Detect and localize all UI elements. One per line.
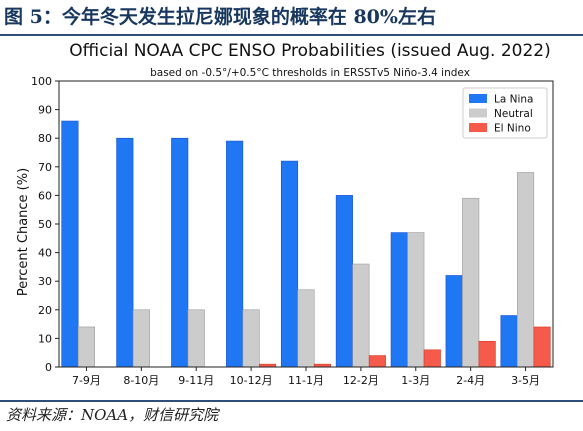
y-tick-label: 90	[38, 104, 52, 117]
bar-la-nina-5	[280, 160, 299, 368]
y-tick-label: 70	[38, 161, 52, 174]
bar-la-nina-4	[226, 140, 244, 368]
x-tick-label: 9-11月	[178, 374, 214, 387]
bar-la-nina-7	[390, 232, 408, 368]
y-tick-label: 0	[45, 361, 52, 374]
legend-label: Neutral	[494, 108, 533, 120]
y-tick-label: 60	[38, 189, 52, 202]
y-tick-label: 20	[38, 304, 52, 317]
bar-neutral-9	[517, 172, 535, 368]
x-tick-label: 1-3月	[401, 374, 430, 387]
bar-la-nina-3	[171, 137, 189, 368]
bar-neutral-8	[462, 197, 480, 368]
legend-swatch	[469, 123, 487, 132]
bottom-rule	[0, 400, 583, 402]
figure-title: 图 5：今年冬天发生拉尼娜现象的概率在 80%左右	[4, 6, 436, 28]
top-rule	[0, 34, 583, 36]
x-tick-label: 2-4月	[456, 374, 485, 387]
chart-title: Official NOAA CPC ENSO Probabilities (is…	[69, 41, 550, 61]
chart-subtitle: based on -0.5°/+0.5°C thresholds in ERSS…	[150, 67, 470, 79]
legend-label: El Nino	[494, 123, 531, 135]
bar-neutral-2	[132, 309, 150, 368]
y-tick-label: 100	[31, 75, 52, 88]
bar-la-nina-6	[335, 195, 353, 368]
y-tick-label: 40	[38, 247, 52, 260]
bar-neutral-3	[187, 309, 205, 368]
source-note: 资料来源：NOAA，财信研究院	[6, 406, 219, 424]
bar-la-nina-9	[500, 315, 518, 368]
legend-label: La Nina	[494, 94, 533, 106]
x-tick-label: 7-9月	[72, 374, 101, 387]
bar-el-nino-8	[478, 340, 496, 368]
y-axis-label: Percent Chance (%)	[16, 168, 31, 296]
bar-la-nina-8	[445, 275, 463, 368]
y-tick-label: 50	[38, 218, 52, 231]
bar-neutral-6	[352, 263, 370, 368]
bar-neutral-1	[77, 326, 95, 368]
y-tick-label: 30	[38, 275, 52, 288]
plot-area: 0 10 20 30 40 50 60 70 80 90 100 7-9月 8-10月 9-11月 10-1…	[31, 75, 554, 387]
x-tick-label: 11-1月	[288, 374, 324, 387]
legend-swatch	[469, 108, 487, 118]
bar-la-nina-2	[116, 137, 134, 368]
bar-el-nino-7	[423, 349, 441, 368]
bar-neutral-4	[242, 309, 260, 368]
bar-el-nino-9	[533, 326, 551, 368]
bar-neutral-5	[297, 289, 315, 368]
x-tick-label: 12-2月	[343, 374, 379, 387]
legend-swatch	[469, 94, 487, 103]
x-tick-label: 8-10月	[123, 374, 159, 387]
x-tick-label: 3-5月	[511, 374, 540, 387]
x-tick-label: 10-12月	[230, 374, 273, 387]
enso-probability-chart: Official NOAA CPC ENSO Probabilities (is…	[16, 41, 554, 387]
y-tick-label: 80	[38, 132, 52, 145]
bar-el-nino-6	[368, 355, 386, 368]
bar-neutral-7	[407, 232, 425, 368]
bar-la-nina-1	[61, 120, 79, 368]
y-tick-label: 10	[38, 332, 52, 345]
